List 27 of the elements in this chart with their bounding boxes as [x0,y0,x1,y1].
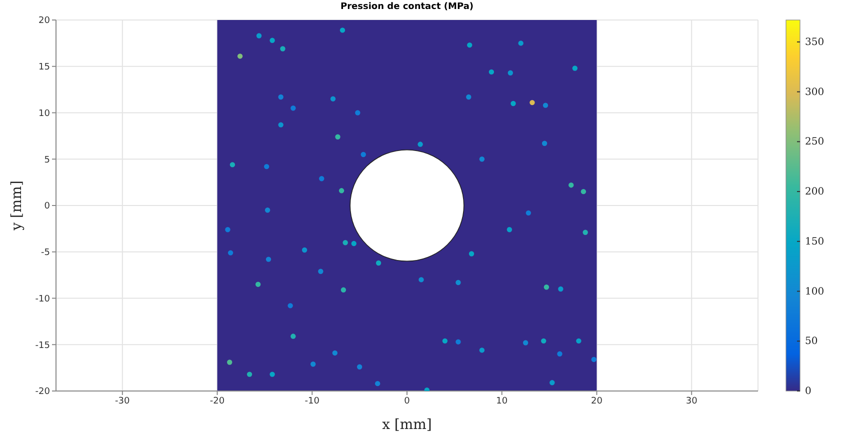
x-tick-label: -20 [210,396,225,406]
x-tick-label: 20 [591,396,603,406]
y-tick-label: -15 [35,340,50,351]
color-bar-label: 0 [805,386,812,397]
y-tick-label: -10 [35,294,50,304]
y-tick-label: -20 [35,387,50,398]
color-bar-label: 200 [805,186,824,198]
color-bar-label: 350 [805,36,824,48]
x-tick-label: 0 [404,396,410,406]
color-bar-label: 150 [805,236,824,248]
x-tick-label: 30 [686,396,698,406]
y-tick-label: 15 [38,62,50,73]
color-bar-label: 50 [805,336,818,348]
y-tick-label: 5 [44,155,50,166]
y-tick-label: -5 [41,248,50,258]
x-tick-label: -30 [115,396,130,406]
x-axis-title: x [mm] [382,417,432,433]
chart-title: Pression de contact (MPa) [339,2,475,12]
color-bar-label: 300 [805,86,824,98]
y-tick-label: 20 [38,16,50,26]
color-bar-label: 100 [805,286,824,298]
y-tick-label: 0 [44,202,50,212]
y-axis-title: y [mm] [8,180,25,232]
x-tick-label: 10 [496,396,508,406]
color-bar-label: 250 [805,136,824,148]
y-tick-label: 10 [38,108,50,119]
x-tick-label: -10 [304,396,320,406]
